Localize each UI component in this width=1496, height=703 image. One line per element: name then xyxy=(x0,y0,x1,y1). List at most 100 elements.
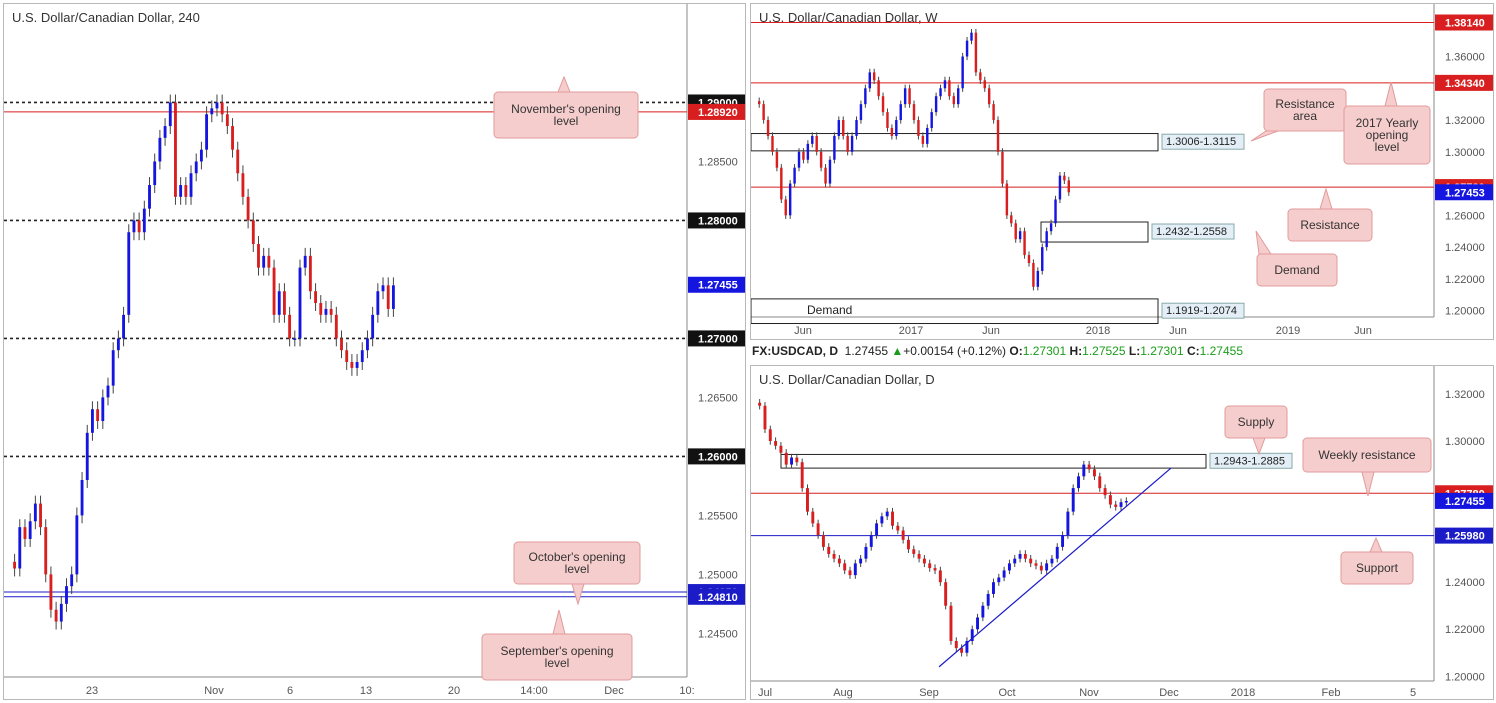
candle-up xyxy=(997,577,1001,583)
candle-down xyxy=(891,511,894,526)
candle-up xyxy=(850,135,854,152)
candle-down xyxy=(137,220,141,233)
candle-down xyxy=(231,126,234,150)
candle-up xyxy=(210,108,214,115)
candle-down xyxy=(933,568,937,571)
candle-down xyxy=(780,167,783,200)
candle-down xyxy=(815,135,818,152)
zone-rect xyxy=(780,453,1207,469)
callout-tail xyxy=(1255,230,1272,255)
candle-up xyxy=(793,167,796,184)
candle-up xyxy=(885,511,889,517)
x-tick-label: 23 xyxy=(86,685,98,697)
candle-down xyxy=(225,114,229,127)
callout-text: Demand xyxy=(807,303,852,317)
x-tick-label: Jun xyxy=(982,325,1000,337)
level-label: 1.27455 xyxy=(698,280,738,292)
candle-up xyxy=(864,546,868,559)
candle-up xyxy=(91,409,94,433)
daily-chart-svg[interactable]: 1.32000 1.30000 1.24000 1.22000 1.20000 Jul Au… xyxy=(751,366,1494,700)
candle-down xyxy=(908,88,911,105)
candle-down xyxy=(771,135,774,152)
close-label: C: xyxy=(1186,344,1200,358)
weekly-chart-panel[interactable]: U.S. Dollar/Canadian Dollar, W 1.36000 1.… xyxy=(750,3,1494,340)
candle-up xyxy=(376,291,380,315)
candle-up xyxy=(981,605,985,618)
candle-up xyxy=(828,159,832,184)
level-label-box xyxy=(1435,184,1493,201)
y-tick-label: 1.32000 xyxy=(1445,115,1485,127)
y-tick-label: 1.25000 xyxy=(698,569,738,581)
x-tick-label: 5 xyxy=(1410,687,1416,699)
candle-up xyxy=(153,161,157,186)
candle-down xyxy=(340,338,343,351)
candle-up xyxy=(930,112,933,128)
candle-down xyxy=(288,314,292,339)
candle-up xyxy=(853,563,857,576)
weekly-chart-title: U.S. Dollar/Canadian Dollar, W xyxy=(759,10,938,25)
x-tick-label: 2018 xyxy=(1231,687,1255,699)
daily-chart-panel[interactable]: U.S. Dollar/Canadian Dollar, D 1.32000 1.… xyxy=(750,365,1494,700)
last-price: 1.27455 xyxy=(844,344,889,358)
candle-down xyxy=(890,127,894,136)
candle-up xyxy=(1050,558,1054,564)
candle-down xyxy=(283,291,286,315)
candle-down xyxy=(843,563,847,571)
candle-up xyxy=(142,208,146,233)
callout-text: October's opening xyxy=(528,550,625,564)
candle-up xyxy=(806,143,810,160)
trend-line xyxy=(938,467,1172,668)
candle-down xyxy=(954,641,958,649)
candle-up xyxy=(880,516,884,524)
zone-label: 1.3006-1.3115 xyxy=(1166,136,1236,148)
candle-up xyxy=(132,220,136,233)
level-label: 1.25980 xyxy=(1445,531,1485,543)
x-tick-label: 10: xyxy=(679,685,694,697)
candle-up xyxy=(992,582,995,594)
candle-up xyxy=(277,291,281,315)
candle-down xyxy=(174,102,177,197)
candle-up xyxy=(859,104,863,121)
candle-up xyxy=(970,32,973,41)
zone-rect xyxy=(751,133,1159,152)
candle-down xyxy=(949,605,953,642)
candle-down xyxy=(960,648,964,653)
candle-down xyxy=(979,72,982,81)
candle-down xyxy=(948,80,951,97)
level-label: 1.27455 xyxy=(1445,496,1485,508)
candle-up xyxy=(381,285,385,292)
candle-up xyxy=(1054,199,1057,224)
h4-chart-svg[interactable]: 1.28500 1.26500 1.25500 1.25000 1.24500 23 Nov… xyxy=(4,4,746,700)
candle-up xyxy=(293,338,297,340)
candle-down xyxy=(816,523,820,536)
candle-up xyxy=(179,185,183,197)
y-tick-label: 1.24000 xyxy=(1445,242,1485,254)
zone-rect xyxy=(751,298,1159,325)
level-label: 1.28920 xyxy=(698,107,738,119)
candle-down xyxy=(848,570,852,576)
candle-up xyxy=(926,127,929,144)
candle-down xyxy=(1108,495,1112,505)
candle-down xyxy=(901,530,905,540)
x-tick-label: 13 xyxy=(360,685,372,697)
candle-down xyxy=(13,561,17,569)
candle-up xyxy=(360,350,364,363)
candle-down xyxy=(1032,262,1035,287)
callout-tail xyxy=(1252,437,1266,456)
candle-down xyxy=(1098,476,1102,489)
candle-up xyxy=(371,314,375,339)
candle-down xyxy=(974,32,978,73)
level-label: 1.26000 xyxy=(698,451,738,463)
x-tick-label: Jun xyxy=(1169,325,1187,337)
candle-up xyxy=(788,183,792,216)
candle-down xyxy=(800,462,804,489)
h4-chart-panel[interactable]: U.S. Dollar/Canadian Dollar, 240 1.28500… xyxy=(3,3,746,700)
candle-up xyxy=(875,523,879,536)
callout-tail xyxy=(1384,81,1398,107)
weekly-chart-svg[interactable]: 1.36000 1.32000 1.30000 1.26000 1.24000 1.220… xyxy=(751,4,1494,340)
candle-up xyxy=(101,397,105,422)
candle-down xyxy=(763,405,767,430)
candle-down xyxy=(1023,231,1026,256)
candle-down xyxy=(1029,558,1033,564)
x-tick-label: 6 xyxy=(287,685,293,697)
